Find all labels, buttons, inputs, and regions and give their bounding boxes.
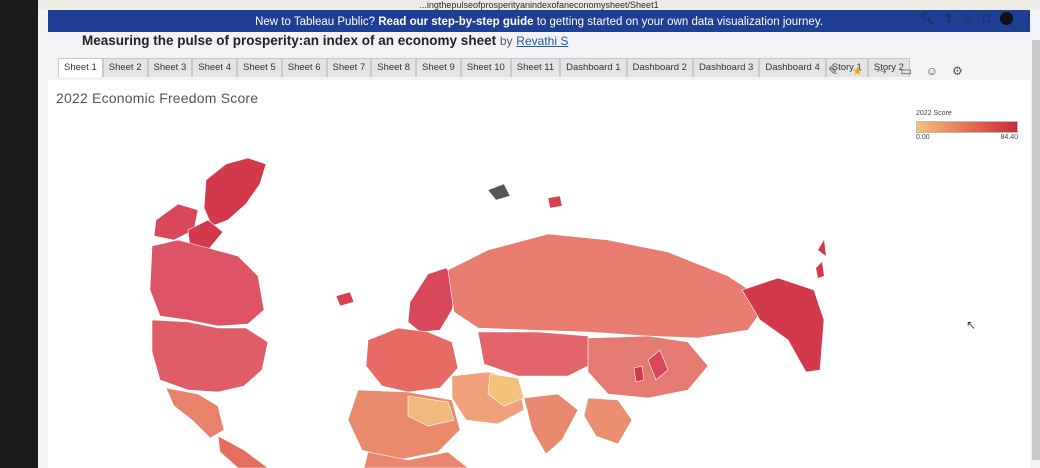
banner-prefix: New to Tableau Public?	[255, 16, 376, 28]
tab-sheet-8[interactable]: Sheet 8	[371, 58, 416, 77]
map-country-canada	[149, 239, 265, 327]
legend-title: 2022 Score	[916, 110, 952, 117]
map-country-russia	[447, 233, 769, 339]
color-legend: 2022 Score 0.00 84.40	[916, 110, 1031, 141]
map-country-iceland	[335, 291, 355, 307]
tab-dashboard-1[interactable]: Dashboard 1	[560, 58, 627, 77]
map-region-north-africa	[347, 389, 461, 461]
tab-story-1[interactable]: Story 1	[825, 58, 868, 77]
settings-gear-icon[interactable]: ⚙	[952, 64, 963, 78]
map-region-central-america	[217, 435, 269, 468]
comment-icon[interactable]: ▭	[900, 64, 912, 78]
browser-icons: 🔍︎ ⇪ ☆ □ ⋮	[920, 12, 1034, 25]
tab-sheet-2[interactable]: Sheet 2	[102, 58, 148, 77]
tableau-banner: New to Tableau Public? Read our step-by-…	[48, 10, 1030, 32]
people-icon[interactable]: ☺	[925, 64, 939, 78]
viz-by: by	[499, 34, 513, 48]
legend-max: 84.40	[1000, 134, 1018, 141]
favorite-star-icon[interactable]: ★	[852, 64, 863, 78]
search-icon[interactable]: 🔍︎	[920, 13, 935, 25]
legend-gradient-bar	[916, 121, 1018, 133]
share-icon[interactable]: ⇪	[944, 13, 954, 25]
tab-sheet-5[interactable]: Sheet 5	[237, 58, 282, 77]
banner-suffix: to getting started on your own data visu…	[536, 16, 823, 28]
world-map[interactable]	[48, 80, 1030, 468]
author-link[interactable]: Revathi S	[516, 34, 569, 48]
map-country-korea	[633, 365, 645, 383]
page-scrollbar[interactable]	[1032, 40, 1040, 460]
viz-canvas: 2022 Economic Freedom Score	[48, 80, 1030, 468]
viz-header: Measuring the pulse of prosperity:an ind…	[82, 33, 568, 48]
map-region-libya-egypt	[407, 395, 455, 427]
tab-sheet-9[interactable]: Sheet 9	[416, 58, 461, 77]
square-icon[interactable]: □	[983, 12, 990, 25]
map-country-mexico	[165, 387, 225, 439]
map-region-africa-south	[363, 451, 469, 468]
map-region-islands-east	[816, 262, 824, 278]
tab-sheet-1[interactable]: Sheet 1	[58, 58, 103, 77]
mouse-cursor-icon: ↖	[966, 318, 977, 332]
tab-sheet-11[interactable]: Sheet 11	[510, 58, 561, 77]
tab-story-2[interactable]: Story 2	[867, 58, 910, 77]
viz-toolbar: ✎ ★ ⤳ ▭ ☺ ⚙	[828, 64, 963, 79]
tab-sheet-10[interactable]: Sheet 10	[460, 58, 511, 77]
tab-dashboard-4[interactable]: Dashboard 4	[759, 58, 826, 77]
tab-sheet-3[interactable]: Sheet 3	[147, 58, 193, 77]
tab-sheet-6[interactable]: Sheet 6	[281, 58, 327, 77]
tab-dashboard-3[interactable]: Dashboard 3	[692, 58, 760, 77]
star-icon[interactable]: ☆	[963, 13, 974, 25]
map-country-scandinavia	[407, 267, 459, 333]
map-region-europe	[365, 327, 459, 393]
legend-min: 0.00	[916, 134, 930, 141]
map-region-alaska	[741, 277, 825, 373]
share-icon[interactable]: ⤳	[876, 64, 887, 78]
sheet-tabs: Sheet 1 Sheet 2 Sheet 3 Sheet 4 Sheet 5 Sheet…	[58, 58, 910, 78]
tab-sheet-4[interactable]: Sheet 4	[192, 58, 237, 77]
menu-icon[interactable]: ⋮	[1023, 13, 1034, 25]
banner-guide-link[interactable]: Read our step-by-step guide	[378, 16, 534, 28]
viz-title: Measuring the pulse of prosperity:an ind…	[82, 33, 497, 48]
map-region-svalbard	[487, 183, 511, 201]
tab-dashboard-2[interactable]: Dashboard 2	[626, 58, 693, 77]
tab-sheet-7[interactable]: Sheet 7	[326, 58, 372, 77]
sheet-title: 2022 Economic Freedom Score	[56, 90, 259, 106]
map-region-central-asia	[477, 331, 597, 377]
map-region-franz-josef	[547, 195, 563, 209]
map-country-greenland	[203, 157, 267, 227]
map-country-iran	[487, 373, 525, 407]
screen: ...ingthepulseofprosperityanindexofaneco…	[38, 0, 1040, 468]
address-bar[interactable]: ...ingthepulseofprosperityanindexofaneco…	[38, 0, 1040, 10]
map-country-india	[523, 393, 579, 455]
map-region-aleutian-tip	[818, 240, 826, 256]
map-country-usa	[151, 319, 269, 393]
profile-icon[interactable]	[1000, 12, 1013, 25]
map-country-japan	[647, 349, 669, 381]
edit-icon[interactable]: ✎	[828, 64, 839, 78]
map-country-china	[587, 335, 709, 399]
map-region-southeast-asia	[583, 397, 633, 445]
